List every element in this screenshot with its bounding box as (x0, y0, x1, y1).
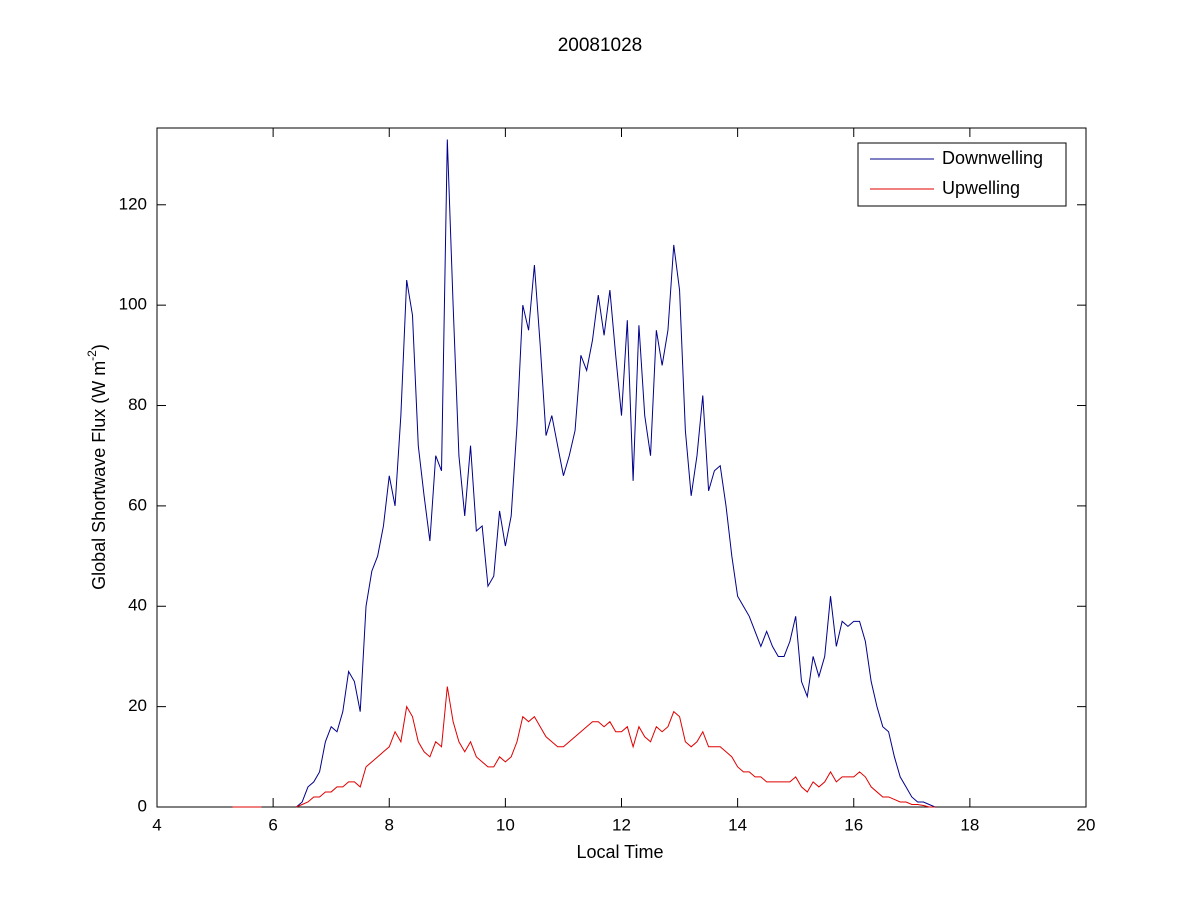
x-tick-label: 16 (844, 815, 863, 834)
plot-area (156, 127, 1087, 808)
y-tick-label: 120 (119, 194, 147, 213)
legend-label: Upwelling (942, 178, 1020, 198)
y-tick-label: 0 (138, 796, 147, 815)
legend-box (857, 142, 1067, 207)
series-line (232, 686, 936, 808)
x-tick-label: 18 (960, 815, 979, 834)
y-label-text: Global Shortwave Flux (W m (89, 361, 109, 590)
x-tick-label: 10 (496, 815, 515, 834)
series-line (296, 139, 936, 808)
x-tick-label: 6 (268, 815, 277, 834)
y-tick-label: 60 (128, 495, 147, 514)
x-axis-label: Local Time (576, 842, 663, 862)
y-tick-label: 80 (128, 395, 147, 414)
y-label-end: ) (89, 344, 109, 350)
x-tick-label: 20 (1077, 815, 1096, 834)
x-tick-label: 8 (385, 815, 394, 834)
y-axis-label: Global Shortwave Flux (W m-2) (85, 344, 109, 590)
legend-label: Downwelling (942, 148, 1043, 168)
y-label-sup: -2 (85, 350, 99, 361)
y-tick-label: 20 (128, 696, 147, 715)
x-tick-label: 14 (728, 815, 747, 834)
x-tick-label: 4 (152, 815, 161, 834)
y-tick-label: 40 (128, 596, 147, 615)
chart-title: 20081028 (558, 35, 643, 56)
y-tick-label: 100 (119, 295, 147, 314)
x-tick-label: 12 (612, 815, 631, 834)
